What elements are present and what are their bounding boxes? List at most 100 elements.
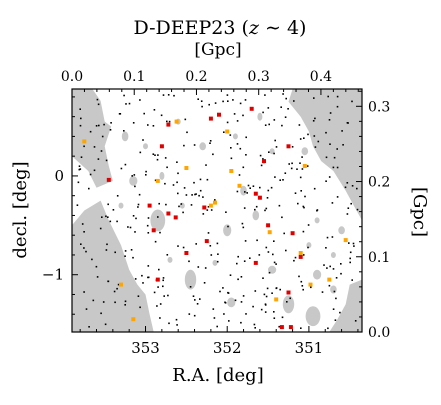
background-galaxy <box>103 123 105 126</box>
background-galaxy <box>141 274 143 277</box>
background-galaxy <box>285 249 287 252</box>
background-galaxy <box>173 94 175 97</box>
orange-source-point <box>267 230 272 235</box>
orange-source-point <box>184 166 189 170</box>
masked-hole <box>143 143 148 150</box>
background-galaxy <box>328 119 331 121</box>
background-galaxy <box>113 290 116 293</box>
background-galaxy <box>325 156 328 159</box>
background-galaxy <box>188 313 191 315</box>
background-galaxy <box>273 240 275 242</box>
background-galaxy <box>299 162 301 164</box>
x2-tick-label: 0.4 <box>310 69 332 85</box>
background-galaxy <box>264 124 267 126</box>
background-galaxy <box>230 157 233 160</box>
background-galaxy <box>157 154 159 156</box>
background-galaxy <box>244 191 246 193</box>
background-galaxy <box>255 205 258 208</box>
background-galaxy <box>209 140 212 142</box>
background-galaxy <box>137 295 140 297</box>
background-galaxy <box>132 122 135 124</box>
background-galaxy <box>242 226 245 229</box>
red-source-point <box>155 277 160 282</box>
background-galaxy <box>98 124 100 127</box>
background-galaxy <box>327 327 329 330</box>
background-galaxy <box>97 158 100 160</box>
background-galaxy <box>152 153 155 155</box>
masked-hole <box>159 171 165 180</box>
background-galaxy <box>281 316 284 319</box>
background-galaxy <box>299 176 302 179</box>
background-galaxy <box>232 99 234 101</box>
background-galaxy <box>147 276 150 279</box>
background-galaxy <box>340 272 342 275</box>
background-galaxy <box>346 182 349 184</box>
background-galaxy <box>244 240 247 242</box>
background-galaxy <box>227 225 229 228</box>
orange-source-point <box>298 251 303 255</box>
background-galaxy <box>258 254 261 256</box>
background-galaxy <box>129 226 132 229</box>
background-galaxy <box>88 326 90 328</box>
background-galaxy <box>92 299 95 302</box>
background-galaxy <box>329 265 331 268</box>
background-galaxy <box>80 156 83 158</box>
background-galaxy <box>265 295 268 298</box>
background-galaxy <box>214 199 216 201</box>
masked-hole <box>305 306 321 327</box>
background-galaxy <box>162 279 164 282</box>
background-galaxy <box>131 175 133 177</box>
background-galaxy <box>79 168 82 170</box>
background-galaxy <box>226 121 229 124</box>
background-galaxy <box>124 304 126 306</box>
background-galaxy <box>178 205 180 208</box>
masked-hole <box>330 285 337 294</box>
background-galaxy <box>349 257 351 260</box>
background-galaxy <box>207 232 210 234</box>
background-galaxy <box>83 247 85 249</box>
orange-source-point <box>343 238 348 243</box>
background-galaxy <box>216 260 219 263</box>
orange-source-point <box>155 178 160 183</box>
background-galaxy <box>301 285 304 287</box>
background-galaxy <box>213 317 216 319</box>
background-galaxy <box>306 165 309 167</box>
background-galaxy <box>230 147 232 149</box>
red-source-point <box>147 203 152 208</box>
orange-source-point <box>119 282 123 287</box>
background-galaxy <box>101 216 103 218</box>
background-galaxy <box>313 97 315 99</box>
masked-region <box>72 89 113 188</box>
background-galaxy <box>313 187 316 190</box>
background-galaxy <box>191 194 193 196</box>
background-galaxy <box>195 193 197 195</box>
background-galaxy <box>241 222 244 225</box>
background-galaxy <box>202 196 204 198</box>
background-galaxy <box>298 275 300 278</box>
background-galaxy <box>100 312 102 315</box>
background-galaxy <box>245 154 247 156</box>
background-galaxy <box>238 174 241 176</box>
background-galaxy <box>200 100 203 102</box>
background-galaxy <box>195 243 197 245</box>
background-galaxy <box>154 179 157 182</box>
background-galaxy <box>156 158 159 161</box>
background-galaxy <box>239 147 242 150</box>
masked-hole <box>223 224 232 237</box>
background-galaxy <box>96 276 99 278</box>
background-galaxy <box>329 112 332 114</box>
background-galaxy <box>107 216 109 218</box>
background-galaxy <box>356 187 358 190</box>
background-galaxy <box>197 266 200 268</box>
background-galaxy <box>236 120 239 122</box>
background-galaxy <box>159 303 162 305</box>
background-galaxy <box>110 122 112 124</box>
background-galaxy <box>264 304 267 306</box>
background-galaxy <box>166 120 168 123</box>
red-source-point <box>253 260 258 265</box>
y-tick-label: −1 <box>42 266 64 284</box>
top-axis-label: [Gpc] <box>194 40 241 60</box>
background-galaxy <box>287 108 289 110</box>
background-galaxy <box>176 161 178 163</box>
background-galaxy <box>207 206 210 208</box>
